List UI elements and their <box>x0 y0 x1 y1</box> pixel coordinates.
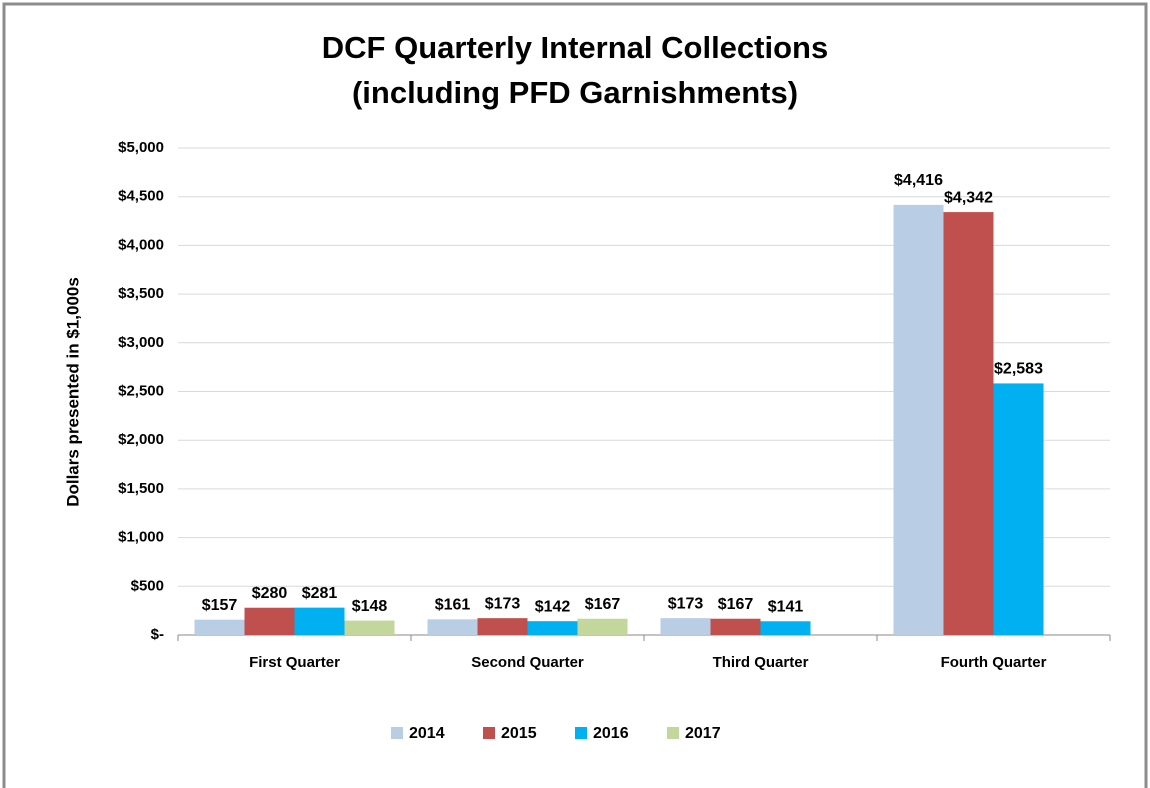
bar <box>294 607 345 635</box>
chart-title: DCF Quarterly Internal Collections <box>322 30 828 65</box>
bar <box>660 618 711 635</box>
y-tick-label: $1,500 <box>118 480 164 497</box>
y-tick-label: $5,000 <box>118 139 164 156</box>
data-label: $4,416 <box>894 172 943 189</box>
bar <box>527 621 578 635</box>
bar <box>244 607 295 635</box>
data-label: $2,583 <box>994 361 1043 378</box>
y-tick-label: $500 <box>131 577 164 594</box>
bar <box>194 619 245 635</box>
data-label: $167 <box>585 596 621 613</box>
bar <box>893 204 944 636</box>
y-tick-label: $- <box>151 626 164 643</box>
bar <box>710 618 761 635</box>
y-axis-label: Dollars presented in $1,000s <box>63 277 82 507</box>
data-label: $4,342 <box>944 189 993 206</box>
data-label: $173 <box>485 595 521 612</box>
bar <box>943 212 994 635</box>
bar <box>993 383 1044 635</box>
legend-swatch <box>391 727 403 739</box>
data-label: $280 <box>252 585 288 602</box>
legend-label: 2016 <box>593 725 629 742</box>
legend-swatch <box>667 727 679 739</box>
data-label: $148 <box>352 598 388 615</box>
data-label: $142 <box>535 598 571 615</box>
x-tick-label: Fourth Quarter <box>941 654 1047 671</box>
data-label: $167 <box>718 596 754 613</box>
y-tick-label: $3,500 <box>118 285 164 302</box>
bar <box>477 618 528 635</box>
data-label: $157 <box>202 597 238 614</box>
legend-label: 2015 <box>501 725 537 742</box>
x-tick-label: Second Quarter <box>471 654 584 671</box>
chart-title: (including PFD Garnishments) <box>352 75 798 110</box>
data-label: $161 <box>435 597 471 614</box>
y-tick-label: $4,500 <box>118 188 164 205</box>
bar <box>344 620 395 635</box>
bar <box>427 619 478 635</box>
bar <box>760 621 811 635</box>
bar <box>577 618 628 635</box>
data-label: $141 <box>768 598 804 615</box>
data-label: $281 <box>302 585 338 602</box>
y-tick-label: $2,500 <box>118 382 164 399</box>
y-tick-label: $4,000 <box>118 236 164 253</box>
legend-swatch <box>575 727 587 739</box>
y-tick-label: $3,000 <box>118 334 164 351</box>
legend-label: 2017 <box>685 725 721 742</box>
y-tick-label: $2,000 <box>118 431 164 448</box>
legend-label: 2014 <box>409 725 445 742</box>
data-label: $173 <box>668 595 704 612</box>
x-tick-label: First Quarter <box>249 654 340 671</box>
y-tick-label: $1,000 <box>118 529 164 546</box>
legend-swatch <box>483 727 495 739</box>
x-tick-label: Third Quarter <box>713 654 809 671</box>
